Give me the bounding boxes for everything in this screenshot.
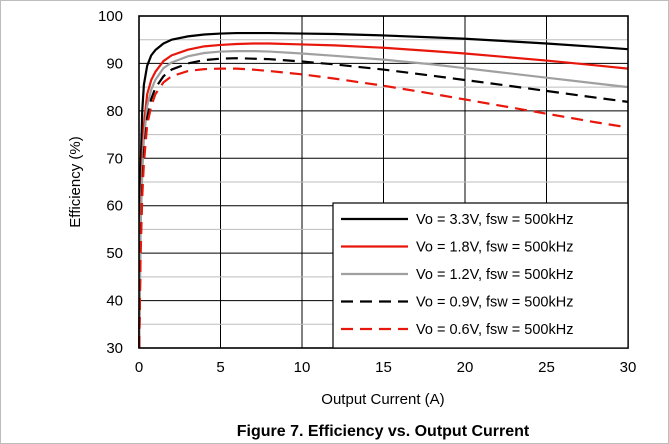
- y-tick-label: 100: [98, 8, 123, 25]
- legend-label: Vo = 0.9V, fsw = 500kHz: [416, 295, 573, 311]
- y-tick-label: 70: [106, 150, 123, 167]
- figure-caption: Figure 7. Efficiency vs. Output Current: [237, 423, 530, 440]
- x-tick-label: 20: [457, 359, 474, 376]
- x-tick-label: 25: [538, 359, 555, 376]
- legend-label: Vo = 1.2V, fsw = 500kHz: [416, 267, 573, 283]
- y-tick-label: 50: [106, 245, 123, 262]
- series-line-5: [138, 67, 629, 349]
- legend-box: [332, 202, 629, 349]
- x-tick-label: 0: [135, 359, 143, 376]
- legend-label: Vo = 1.8V, fsw = 500kHz: [416, 240, 573, 256]
- legend-label: Vo = 0.6V, fsw = 500kHz: [416, 322, 573, 338]
- series-line-2: [138, 42, 629, 349]
- y-tick-label: 80: [106, 103, 123, 120]
- series-line-4: [138, 57, 629, 349]
- y-tick-label: 30: [106, 340, 123, 357]
- y-tick-label: 60: [106, 198, 123, 215]
- tick-labels-layer: 0 5 10 15 20 25 30 30 40 50 60 70 80 90 100: [98, 8, 636, 376]
- y-tick-label: 40: [106, 293, 123, 310]
- x-tick-label: 5: [216, 359, 224, 376]
- y-axis-label: Efficiency (%): [67, 136, 84, 227]
- x-tick-label: 15: [375, 359, 392, 376]
- legend-label: Vo = 3.3V, fsw = 500kHz: [416, 212, 573, 228]
- y-tick-label: 90: [106, 55, 123, 72]
- x-tick-label: 10: [294, 359, 311, 376]
- legend: Vo = 3.3V, fsw = 500kHz Vo = 1.8V, fsw = …: [332, 202, 629, 349]
- x-axis-label: Output Current (A): [321, 391, 444, 408]
- series-layer: [138, 31, 629, 349]
- series-line-3: [138, 49, 629, 349]
- x-tick-label: 30: [620, 359, 637, 376]
- series-line-1: [138, 31, 629, 349]
